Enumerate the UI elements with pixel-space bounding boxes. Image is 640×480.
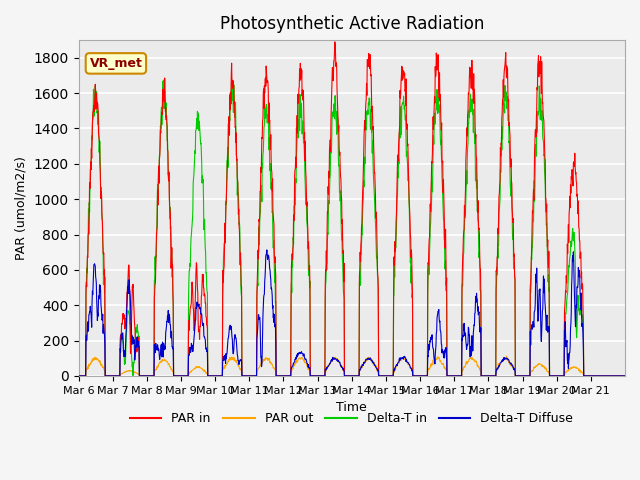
Text: VR_met: VR_met (90, 57, 142, 70)
Y-axis label: PAR (umol/m2/s): PAR (umol/m2/s) (15, 156, 28, 260)
Title: Photosynthetic Active Radiation: Photosynthetic Active Radiation (220, 15, 484, 33)
Legend: PAR in, PAR out, Delta-T in, Delta-T Diffuse: PAR in, PAR out, Delta-T in, Delta-T Dif… (125, 407, 579, 430)
X-axis label: Time: Time (337, 401, 367, 414)
